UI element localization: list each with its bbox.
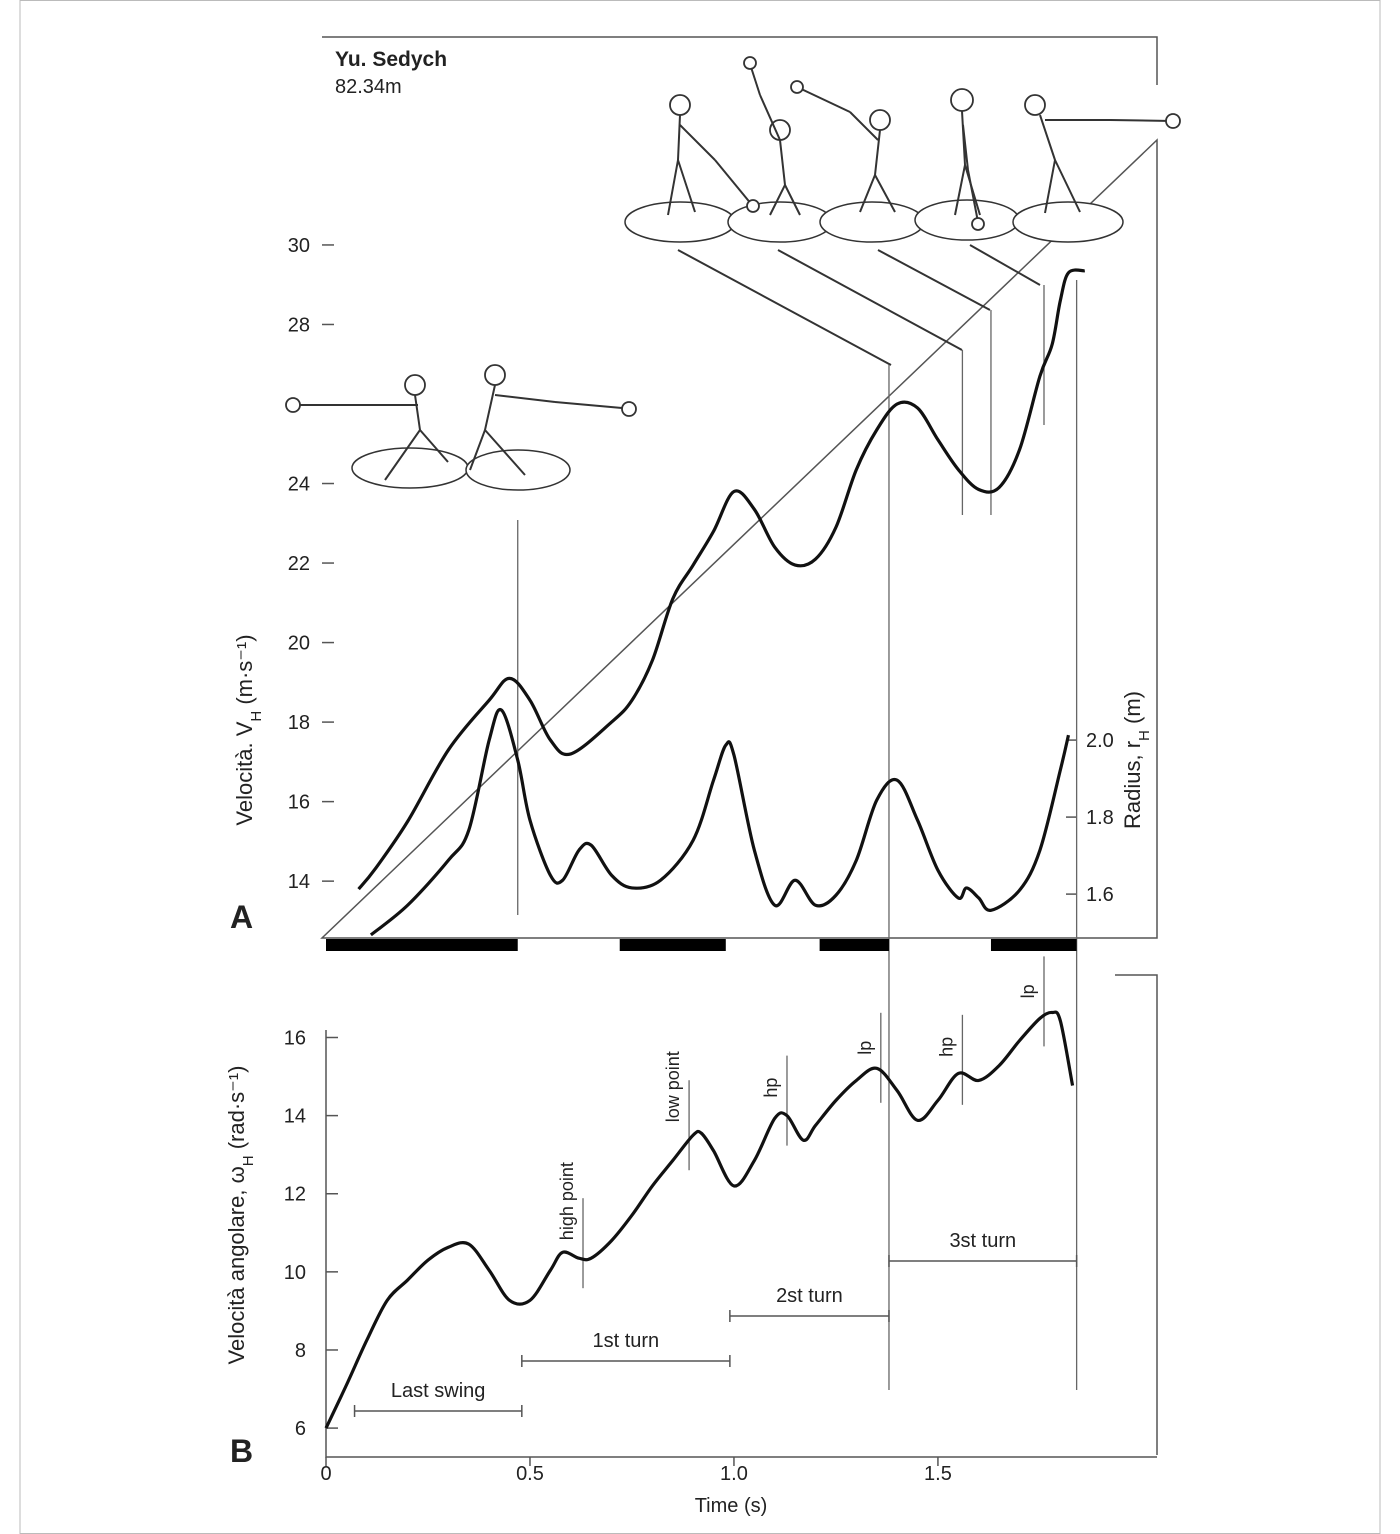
x-tick-label: 0 [320, 1463, 331, 1485]
support-phase-bar [991, 939, 1077, 951]
label-unit: (m·s⁻¹) [232, 634, 257, 710]
support-phase-bar [820, 939, 889, 951]
phase-label: Last swing [391, 1380, 486, 1402]
label-subscript: H [248, 711, 265, 722]
y-tick-label: 14 [284, 1106, 306, 1128]
y-tick-label: 22 [288, 553, 310, 575]
panel-label: B [230, 1433, 253, 1469]
figure: Yu. Sedych 82.34m A B Time (s) 14 16 18 20 2… [0, 0, 1400, 1534]
label-unit: (rad·s⁻¹) [224, 1066, 249, 1156]
y-tick-label: 12 [284, 1184, 306, 1206]
panel-label: A [230, 899, 253, 935]
y-tick-label: 16 [288, 792, 310, 814]
support-phase-bar [326, 939, 518, 951]
y-tick-label: 16 [284, 1027, 306, 1049]
label-text: Radius, r [1120, 741, 1145, 829]
label-text: Velocità. V [232, 721, 257, 825]
x-axis-label: Time (s) [695, 1495, 768, 1517]
label-unit: (m) [1120, 691, 1145, 730]
phase-label: 1st turn [592, 1330, 659, 1352]
y-tick-label: 8 [295, 1340, 306, 1362]
y-axis-label: Velocità angolare, ωH (rad·s⁻¹) [224, 1066, 257, 1365]
data-line [371, 710, 1069, 935]
y-tick-label: 10 [284, 1262, 306, 1284]
athlete-name: Yu. Sedych [335, 48, 447, 71]
annotation-text: lp [855, 1041, 875, 1055]
y-axis-label: Velocità. VH (m·s⁻¹) [232, 634, 265, 825]
annotation-text: hp [936, 1037, 956, 1057]
y-tick-label: 18 [288, 712, 310, 734]
label-subscript: H [1136, 730, 1153, 741]
phase-label: 2st turn [776, 1285, 843, 1307]
x-tick-label: 1.0 [720, 1463, 748, 1485]
y2-tick-label: 1.6 [1086, 884, 1114, 906]
panel-a-frame [322, 37, 1157, 938]
data-line [359, 270, 1085, 889]
x-tick-label: 0.5 [516, 1463, 544, 1485]
data-line [326, 1012, 1073, 1428]
annotation-text: low point [663, 1051, 683, 1122]
y-tick-label: 30 [288, 235, 310, 257]
support-phase-bar [620, 939, 726, 951]
y-axis-label: Radius, rH (m) [1120, 691, 1153, 829]
y-tick-label: 20 [288, 633, 310, 655]
annotation-text: high point [557, 1162, 577, 1240]
phase-label: 3st turn [949, 1230, 1016, 1252]
thrower-figures [286, 57, 1180, 490]
label-subscript: H [240, 1155, 257, 1166]
y-tick-label: 6 [295, 1418, 306, 1440]
throw-distance: 82.34m [335, 76, 402, 98]
y2-tick-label: 1.8 [1086, 807, 1114, 829]
y-tick-label: 28 [288, 314, 310, 336]
x-tick-label: 1.5 [924, 1463, 952, 1485]
y-tick-label: 14 [288, 871, 310, 893]
y2-tick-label: 2.0 [1086, 730, 1114, 752]
label-text: Velocità angolare, ω [224, 1166, 249, 1364]
annotation-text: hp [761, 1078, 781, 1098]
y-tick-label: 24 [288, 474, 310, 496]
page: {"chart_data": [ {"type": "line", "label… [0, 0, 1400, 1534]
annotation-text: lp [1018, 984, 1038, 998]
